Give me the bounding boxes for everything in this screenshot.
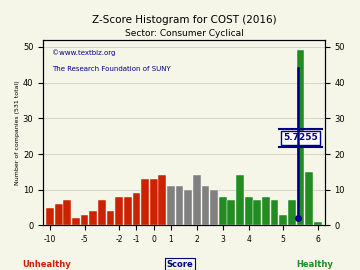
Y-axis label: Number of companies (531 total): Number of companies (531 total) [15,80,20,185]
Bar [210,190,218,225]
Bar [271,200,278,225]
Bar [150,179,158,225]
Bar [279,215,287,225]
Bar [115,197,123,225]
Bar [202,186,210,225]
Bar [72,218,80,225]
Bar [288,200,296,225]
Text: The Research Foundation of SUNY: The Research Foundation of SUNY [51,66,170,72]
Bar [297,50,304,225]
Bar [55,204,63,225]
Text: ©www.textbiz.org: ©www.textbiz.org [51,49,115,56]
Bar [167,186,175,225]
Text: Healthy: Healthy [297,260,333,269]
Bar [107,211,114,225]
Bar [262,197,270,225]
Text: Unhealthy: Unhealthy [22,260,71,269]
Bar [132,193,140,225]
Bar [176,186,184,225]
Bar [184,190,192,225]
Bar [305,172,313,225]
Bar [253,200,261,225]
Bar [141,179,149,225]
Bar [314,222,321,225]
Bar [193,176,201,225]
Text: Score: Score [167,260,193,269]
Bar [228,200,235,225]
Bar [89,211,97,225]
Text: Sector: Consumer Cyclical: Sector: Consumer Cyclical [125,29,243,38]
Bar [158,176,166,225]
Bar [124,197,132,225]
Bar [98,200,106,225]
Text: 5.7255: 5.7255 [283,133,318,143]
Bar [81,215,89,225]
Bar [245,197,253,225]
Bar [46,208,54,225]
Bar [236,176,244,225]
Bar [63,200,71,225]
Bar [219,197,227,225]
Title: Z-Score Histogram for COST (2016): Z-Score Histogram for COST (2016) [91,15,276,25]
